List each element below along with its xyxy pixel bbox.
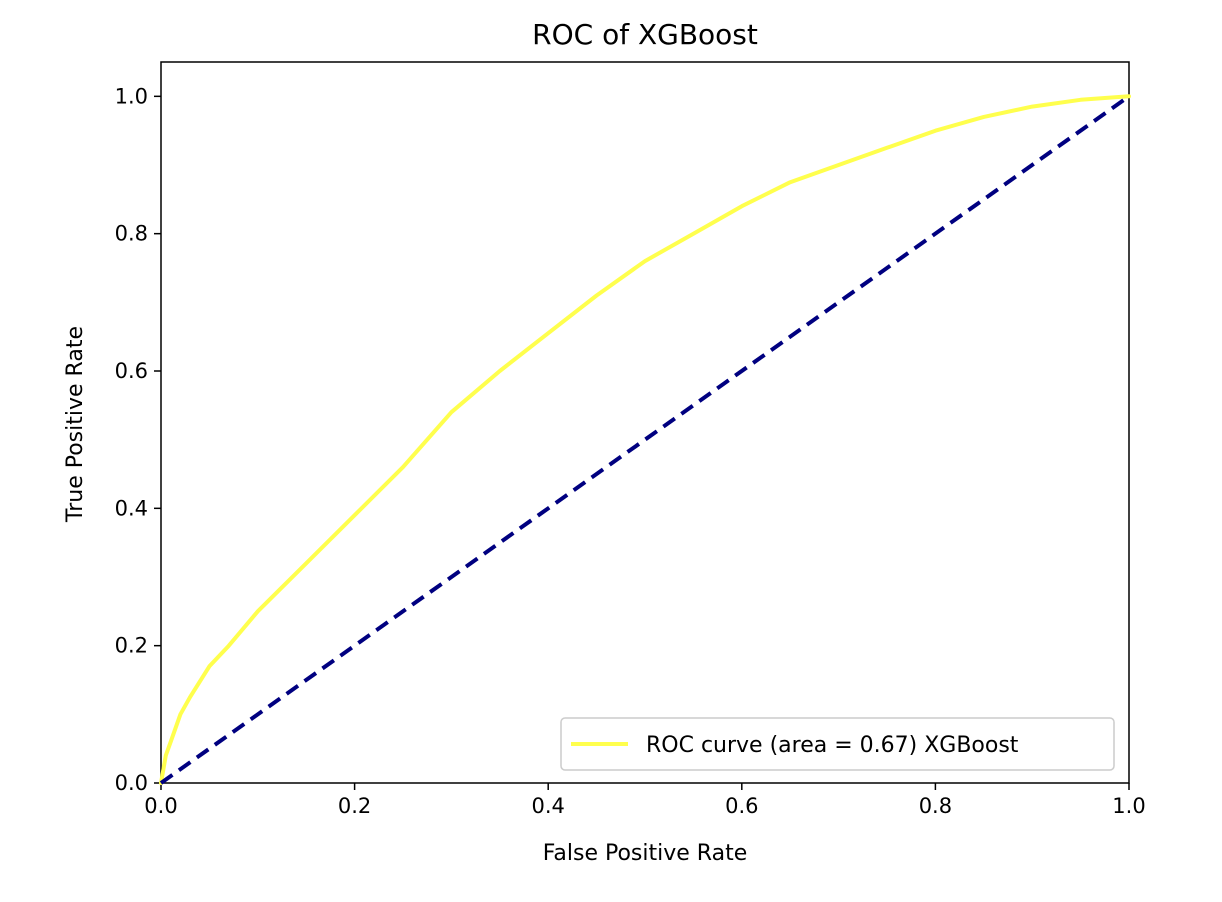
plot-area [160,61,1130,784]
y-tick-label: 0.6 [115,359,148,383]
plot-frame [160,61,1130,784]
roc-curve-line [159,94,1131,785]
y-tick-label: 0.8 [115,222,148,246]
x-tick-label: 0.2 [338,794,371,818]
y-axis-ticks: 0.0 0.2 0.4 0.6 0.8 1.0 [115,84,161,795]
y-tick-label: 0.2 [115,634,148,658]
y-tick-label: 0.0 [115,771,148,795]
legend: ROC curve (area = 0.67) XGBoost [560,717,1115,771]
x-axis-ticks: 0.0 0.2 0.4 0.6 0.8 1.0 [144,783,1146,818]
x-tick-label: 0.8 [919,794,952,818]
y-tick-label: 0.4 [115,496,148,520]
legend-label: ROC curve (area = 0.67) XGBoost [646,733,1019,758]
legend-box [560,717,1115,771]
series-layer [159,94,1131,785]
x-tick-label: 0.4 [531,794,564,818]
y-axis-label: True Positive Rate [63,326,88,523]
y-tick-label: 1.0 [115,84,148,108]
chart-title: ROC of XGBoost [532,18,758,51]
x-axis-label: False Positive Rate [543,841,747,866]
x-tick-label: 1.0 [1112,794,1145,818]
x-tick-label: 0.6 [725,794,758,818]
x-tick-label: 0.0 [144,794,177,818]
